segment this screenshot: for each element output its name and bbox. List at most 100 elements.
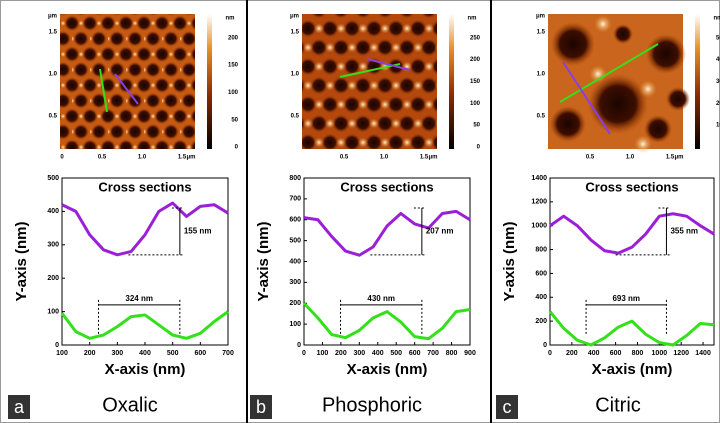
y-tick-label: 1200 [531,199,547,206]
afm-ridge [639,80,657,98]
chart-title: Cross sections [585,179,678,194]
x-tick-label: 100 [317,350,329,357]
y-tick-label: 600 [535,270,547,277]
colorbar-tick: 50 [231,117,238,123]
x-tick-label: 400 [372,350,384,357]
x-tick-label: 800 [632,350,644,357]
afm-y-tick: 1.5 [537,30,546,36]
afm-x-tick: 0 [60,155,64,161]
y-tick-label: 100 [289,321,301,328]
y-tick-label: 800 [535,246,547,253]
afm-x-tick: 1.0 [138,155,147,161]
afm-holes [550,15,690,153]
colorbar-tick: 200 [470,57,481,63]
afm-ridge [634,135,652,153]
x-tick-label: 300 [111,350,123,357]
plot-area [549,177,715,346]
colorbar-tick: 0 [477,145,481,151]
colorbar-unit: nm [468,16,477,22]
x-tick-label: 200 [84,350,96,357]
x-tick-label: 200 [335,350,347,357]
panel-label-box [250,395,272,419]
colorbar [695,14,700,149]
colorbar-tick: 0 [235,145,239,151]
x-tick-label: 400 [588,350,600,357]
panel-label-box [8,395,30,419]
x-tick-label: 0 [548,350,552,357]
afm-x-tick: 1.0 [626,155,635,161]
x-tick-label: 500 [167,350,179,357]
afm-x-tick: 0.5 [98,155,107,161]
x-tick-label: 1200 [673,350,689,357]
x-tick-label: 600 [610,350,622,357]
series-line [302,302,471,341]
x-tick-label: 600 [194,350,206,357]
y-tick-label: 200 [289,300,301,307]
afm-unit: μm [48,14,57,20]
colorbar-tick: 100 [470,101,481,107]
y-tick-label: 200 [47,275,59,282]
panel-label: a [14,397,25,417]
afm-line [559,43,659,103]
afm-y-tick: 1.5 [49,30,58,36]
colorbar [449,14,454,149]
y-tick-label: 200 [535,318,547,325]
y-axis-label: Y-axis (nm) [501,221,518,301]
afm-line [366,58,411,71]
afm-line [99,68,108,113]
panel-name: Phosphoric [322,394,422,416]
annotation: 324 nm [125,294,153,303]
y-tick-label: 400 [289,258,301,265]
y-axis-label: Y-axis (nm) [13,221,30,301]
afm-hole [613,24,633,44]
afm-y-tick: 0.5 [49,114,58,120]
annotation: 207 nm [426,227,454,236]
afm-x-tick: 1.0 [380,155,389,161]
panel-label: c [503,397,512,417]
series-line [60,310,229,340]
annotation: 155 nm [184,227,212,236]
x-tick-label: 1400 [695,350,711,357]
afm-image [302,14,437,149]
y-tick-label: 0 [55,342,59,349]
y-tick-label: 400 [47,208,59,215]
y-tick-label: 300 [47,242,59,249]
afm-y-tick: 0.5 [291,114,300,120]
colorbar-unit: nm [714,16,720,22]
y-tick-label: 0 [543,342,547,349]
colorbar-tick: 100 [716,123,720,129]
annotation: 693 nm [612,294,640,303]
y-tick-label: 400 [535,294,547,301]
afm-hole [666,87,690,111]
colorbar-tick: 150 [228,63,239,69]
y-tick-label: 500 [289,237,301,244]
annotation: 355 nm [670,227,698,236]
series-line [548,310,715,347]
afm-hole [550,106,586,142]
afm-x-tick: 1.5 [178,155,187,161]
panel-name: Citric [595,394,641,416]
y-tick-label: 500 [47,175,59,182]
afm-x-tick: 1.5 [666,155,675,161]
annotation: 430 nm [367,294,395,303]
afm-hole [588,74,648,134]
y-tick-label: 300 [289,279,301,286]
afm-line [562,61,611,135]
afm-ridge [589,65,607,83]
series-line [61,201,229,257]
series-line [303,209,471,257]
afm-image [60,14,195,149]
y-tick-label: 1400 [531,175,547,182]
x-tick-label: 100 [56,350,68,357]
x-tick-label: 800 [446,350,458,357]
afm-unit: μm [674,155,683,161]
panel-label-box [496,395,518,419]
y-tick-label: 800 [289,175,301,182]
x-tick-label: 400 [139,350,151,357]
x-tick-label: 0 [302,350,306,357]
afm-unit: μm [428,155,437,161]
afm-y-tick: 1.0 [49,72,58,78]
afm-unit: μm [536,14,545,20]
colorbar-tick: 200 [228,35,239,41]
x-axis-label: X-axis (nm) [592,361,673,378]
